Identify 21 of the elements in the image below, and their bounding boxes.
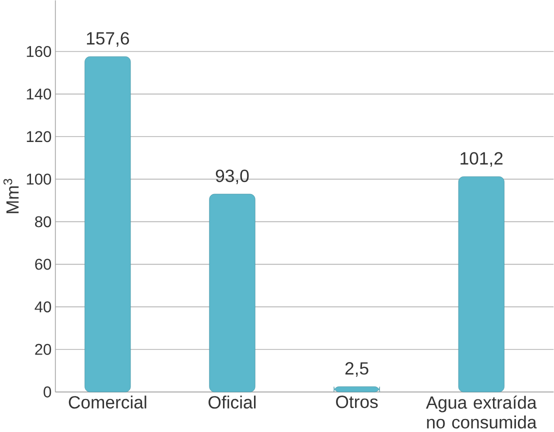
- data-label: 2,5: [345, 362, 368, 377]
- y-tick-label: 20: [35, 344, 52, 355]
- data-label: 93,0: [216, 170, 249, 184]
- y-tick-label: 0: [44, 386, 52, 398]
- y-tick-label: 80: [35, 216, 52, 228]
- y-tick-label: 120: [26, 131, 52, 142]
- y-tick-label: 140: [26, 88, 52, 100]
- data-label: 157,6: [86, 32, 129, 47]
- x-tick-label: Oficial: [208, 396, 256, 409]
- y-axis-title: Mm$^{3}$: [3, 178, 19, 214]
- y-tick-label: 40: [34, 301, 52, 312]
- x-tick-label: Otros: [336, 396, 378, 408]
- y-tick-label: 160: [26, 46, 52, 58]
- bar: [84, 56, 131, 392]
- y-tick-label: 60: [35, 258, 52, 270]
- data-label: 101,2: [460, 152, 503, 167]
- bar: [209, 194, 256, 392]
- x-tick-label: Comercial: [68, 396, 146, 409]
- y-tick-label: 100: [26, 174, 52, 185]
- x-tick-label: Agua extraída no consumida: [426, 396, 537, 429]
- bar: [458, 176, 504, 392]
